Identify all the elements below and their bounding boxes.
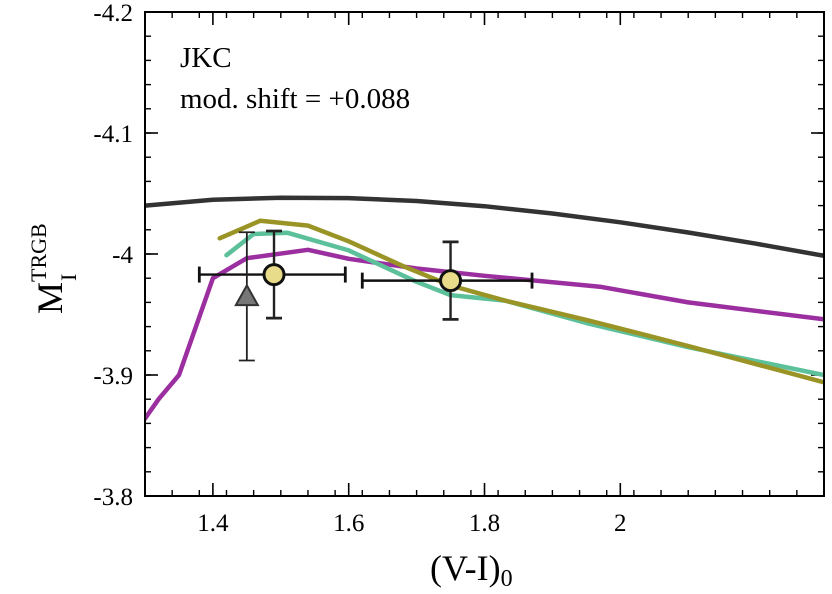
x-tick-label: 2 [614,510,627,537]
annotation-mod-shift: mod. shift = +0.088 [180,83,410,115]
circle-marker [439,269,463,293]
annotation-jkc: JKC [180,42,232,74]
y-axis-label-superscript: TRGB [26,223,51,282]
y-tick-label: -3.9 [93,363,133,390]
y-tick-label: -4.1 [93,121,133,148]
circle-point-1 [197,229,347,320]
x-tick-label: 1.6 [333,510,364,537]
circle-marker [262,263,286,287]
y-axis-label-subscript: I [56,274,81,281]
y-axis-label-main: M [30,282,70,314]
purple-model-line [145,247,824,421]
olive-model-line [217,218,824,385]
svg-text:MTRGB: MTRGB [26,223,70,314]
y-tick-label: -4 [112,242,133,269]
x-tick-label: 1.4 [197,510,229,537]
y-tick-label: -4.2 [93,0,133,27]
series-layer [145,195,824,421]
x-axis-label-subscript: 0 [501,566,513,592]
y-axis-label: MTRGB I [26,223,81,314]
x-axis-label-main: (V-I) [430,548,501,588]
circle-point-2 [360,240,534,321]
triangle-marker [234,283,260,307]
x-tick-label: 1.8 [469,510,500,537]
black-model-line [145,195,824,259]
x-axis-label: (V-I)0 [430,548,513,592]
plot-frame [144,11,825,497]
points-layer [197,229,534,362]
triangle-point [234,231,260,362]
y-tick-labels: -3.8 -3.9 -4 -4.1 -4.2 [93,0,133,511]
y-tick-label: -3.8 [93,484,133,511]
x-tick-labels: 1.4 1.6 1.8 2 [197,510,626,537]
